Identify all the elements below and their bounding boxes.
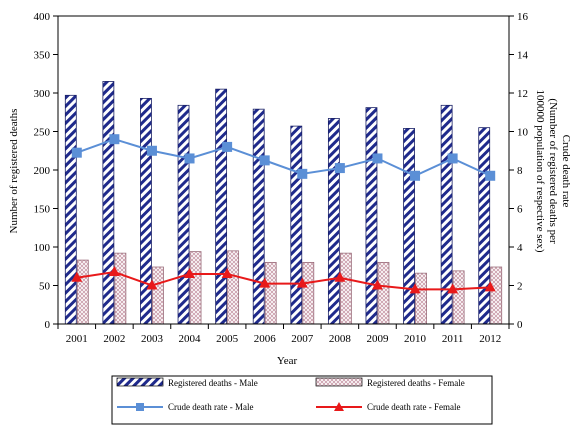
- point-female-rate: [334, 271, 346, 282]
- bar-female: [452, 270, 465, 325]
- x-tick-label: 2011: [442, 333, 464, 345]
- bar-female: [339, 252, 352, 325]
- point-male-rate: [485, 170, 496, 181]
- y2-tick-label: 14: [517, 50, 529, 62]
- bar-female: [227, 250, 240, 325]
- y2-tick-label: 6: [517, 204, 523, 216]
- x-tick-label: 2004: [179, 333, 202, 345]
- legend-label-female-bar: Registered deaths - Female: [367, 378, 465, 388]
- y-tick-label: 50: [39, 281, 51, 293]
- x-tick-label: 2005: [216, 333, 239, 345]
- x-tick-label: 2009: [366, 333, 389, 345]
- y-tick-label: 150: [34, 204, 51, 216]
- bar-male: [365, 107, 378, 325]
- y-tick-label: 100: [34, 242, 51, 254]
- y2-axis-title-line3: 100000 population of respective sex): [534, 89, 546, 252]
- bar-female: [152, 266, 164, 325]
- point-female-rate: [221, 267, 233, 278]
- bar-male: [252, 108, 265, 325]
- line-male-rate: [76, 138, 491, 177]
- x-axis-title: Year: [277, 355, 298, 367]
- bar-male: [177, 104, 190, 325]
- point-male-rate: [447, 153, 458, 164]
- y-tick-label: 300: [34, 88, 51, 100]
- legend-swatch-female-bar: [315, 377, 363, 387]
- y2-tick-label: 2: [517, 281, 523, 293]
- bar-female: [76, 259, 89, 325]
- legend-swatch-male-bar: [116, 377, 164, 387]
- point-female-rate: [371, 279, 383, 290]
- bar-female: [114, 252, 127, 325]
- legend: Registered deaths - Male Registered deat…: [111, 375, 493, 425]
- legend-label-male-bar: Registered deaths - Male: [168, 378, 258, 388]
- point-male-rate: [334, 163, 345, 174]
- bar-male: [478, 127, 491, 325]
- point-male-rate: [410, 170, 421, 181]
- axes: 0 50 100 150 200 250 300 350 400 0 2 4 6 8 10 12 14 16 200…: [34, 11, 529, 345]
- point-male-rate: [259, 155, 270, 166]
- y2-tick-label: 16: [517, 11, 529, 23]
- x-tick-label: 2001: [66, 333, 88, 345]
- legend-label-male-rate: Crude death rate - Male: [168, 402, 253, 412]
- y-tick-label: 0: [45, 319, 51, 331]
- bar-male: [327, 118, 340, 325]
- bar-female: [264, 261, 277, 325]
- legend-label-female-rate: Crude death rate - Female: [367, 402, 460, 412]
- y2-tick-label: 4: [517, 242, 523, 254]
- line-female-rate: [76, 270, 491, 291]
- point-female-rate: [447, 283, 459, 294]
- point-female-rate: [409, 283, 421, 294]
- y-tick-label: 200: [34, 165, 51, 177]
- point-female-rate: [108, 266, 120, 277]
- x-tick-label: 2008: [329, 333, 352, 345]
- point-female-rate: [484, 281, 496, 292]
- plot-area: [64, 81, 503, 325]
- y-tick-label: 400: [34, 11, 51, 23]
- point-male-rate: [71, 147, 82, 158]
- x-tick-label: 2007: [291, 333, 314, 345]
- y-tick-label: 350: [34, 50, 51, 62]
- point-female-rate: [296, 277, 308, 288]
- bar-male: [290, 125, 303, 325]
- point-male-rate: [297, 168, 308, 179]
- legend-marker-female-rate: [334, 402, 344, 411]
- y2-axis-title-line1: Crude death rate: [560, 135, 572, 208]
- bar-female: [302, 261, 315, 325]
- y2-axis-title-line2: (Number of registered deaths per: [547, 98, 559, 244]
- bar-female: [377, 261, 390, 325]
- point-male-rate: [372, 153, 383, 164]
- legend-box: [111, 375, 493, 425]
- point-female-rate: [259, 277, 271, 288]
- point-male-rate: [146, 145, 157, 156]
- point-male-rate: [184, 153, 195, 164]
- y2-axis-title: Crude death rate (Number of registered d…: [534, 89, 572, 252]
- bar-male: [64, 94, 77, 325]
- point-female-rate: [184, 267, 196, 278]
- y2-tick-label: 8: [517, 165, 523, 177]
- bar-female: [415, 272, 427, 325]
- bar-male: [215, 88, 228, 325]
- y2-tick-label: 12: [517, 88, 528, 100]
- bar-female: [189, 251, 202, 325]
- point-female-rate: [146, 279, 158, 290]
- x-tick-label: 2010: [404, 333, 427, 345]
- y2-tick-label: 10: [517, 127, 529, 139]
- x-tick-label: 2006: [254, 333, 277, 345]
- bar-female: [490, 266, 503, 325]
- y-tick-label: 250: [34, 127, 51, 139]
- y2-tick-label: 0: [517, 319, 523, 331]
- point-male-rate: [109, 134, 120, 145]
- bar-male: [140, 97, 152, 325]
- x-tick-label: 2002: [103, 333, 125, 345]
- x-tick-label: 2012: [479, 333, 501, 345]
- x-tick-label: 2003: [141, 333, 164, 345]
- point-female-rate: [71, 271, 83, 282]
- bar-male: [102, 81, 115, 325]
- y-axis-title: Number of registered deaths: [8, 109, 20, 234]
- legend-marker-male-rate: [136, 403, 144, 411]
- point-male-rate: [222, 141, 233, 152]
- bar-male: [403, 128, 415, 325]
